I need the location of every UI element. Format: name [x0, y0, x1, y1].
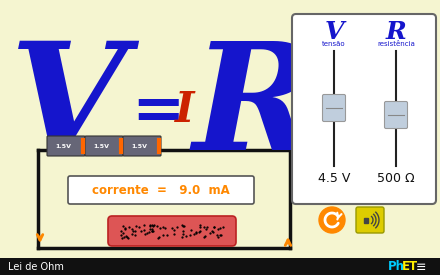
- Text: 1.5V: 1.5V: [93, 144, 109, 149]
- Text: ET: ET: [402, 260, 418, 274]
- FancyBboxPatch shape: [292, 14, 436, 204]
- Text: 1.5V: 1.5V: [55, 144, 71, 149]
- Text: R: R: [193, 35, 317, 180]
- FancyBboxPatch shape: [47, 136, 85, 156]
- Text: resistência: resistência: [377, 41, 415, 47]
- FancyBboxPatch shape: [385, 101, 407, 128]
- Text: 1.5V: 1.5V: [131, 144, 147, 149]
- Text: V: V: [10, 35, 126, 180]
- Text: Ph: Ph: [388, 260, 405, 274]
- FancyBboxPatch shape: [323, 95, 345, 122]
- FancyBboxPatch shape: [356, 207, 384, 233]
- Text: I: I: [175, 89, 195, 131]
- Text: Lei de Ohm: Lei de Ohm: [8, 262, 64, 272]
- Text: R: R: [385, 20, 407, 44]
- FancyBboxPatch shape: [123, 136, 161, 156]
- Text: V: V: [324, 20, 344, 44]
- Text: corrente  =   9.0  mA: corrente = 9.0 mA: [92, 183, 230, 197]
- Text: ≡: ≡: [416, 260, 426, 274]
- Text: =: =: [131, 81, 185, 142]
- FancyBboxPatch shape: [68, 176, 254, 204]
- Bar: [0, 258, 440, 275]
- Text: 500 Ω: 500 Ω: [377, 172, 415, 185]
- Text: 4.5 V: 4.5 V: [318, 172, 350, 185]
- Text: tensão: tensão: [322, 41, 346, 47]
- FancyBboxPatch shape: [108, 216, 236, 246]
- FancyArrow shape: [364, 218, 368, 222]
- Circle shape: [319, 207, 345, 233]
- FancyBboxPatch shape: [85, 136, 123, 156]
